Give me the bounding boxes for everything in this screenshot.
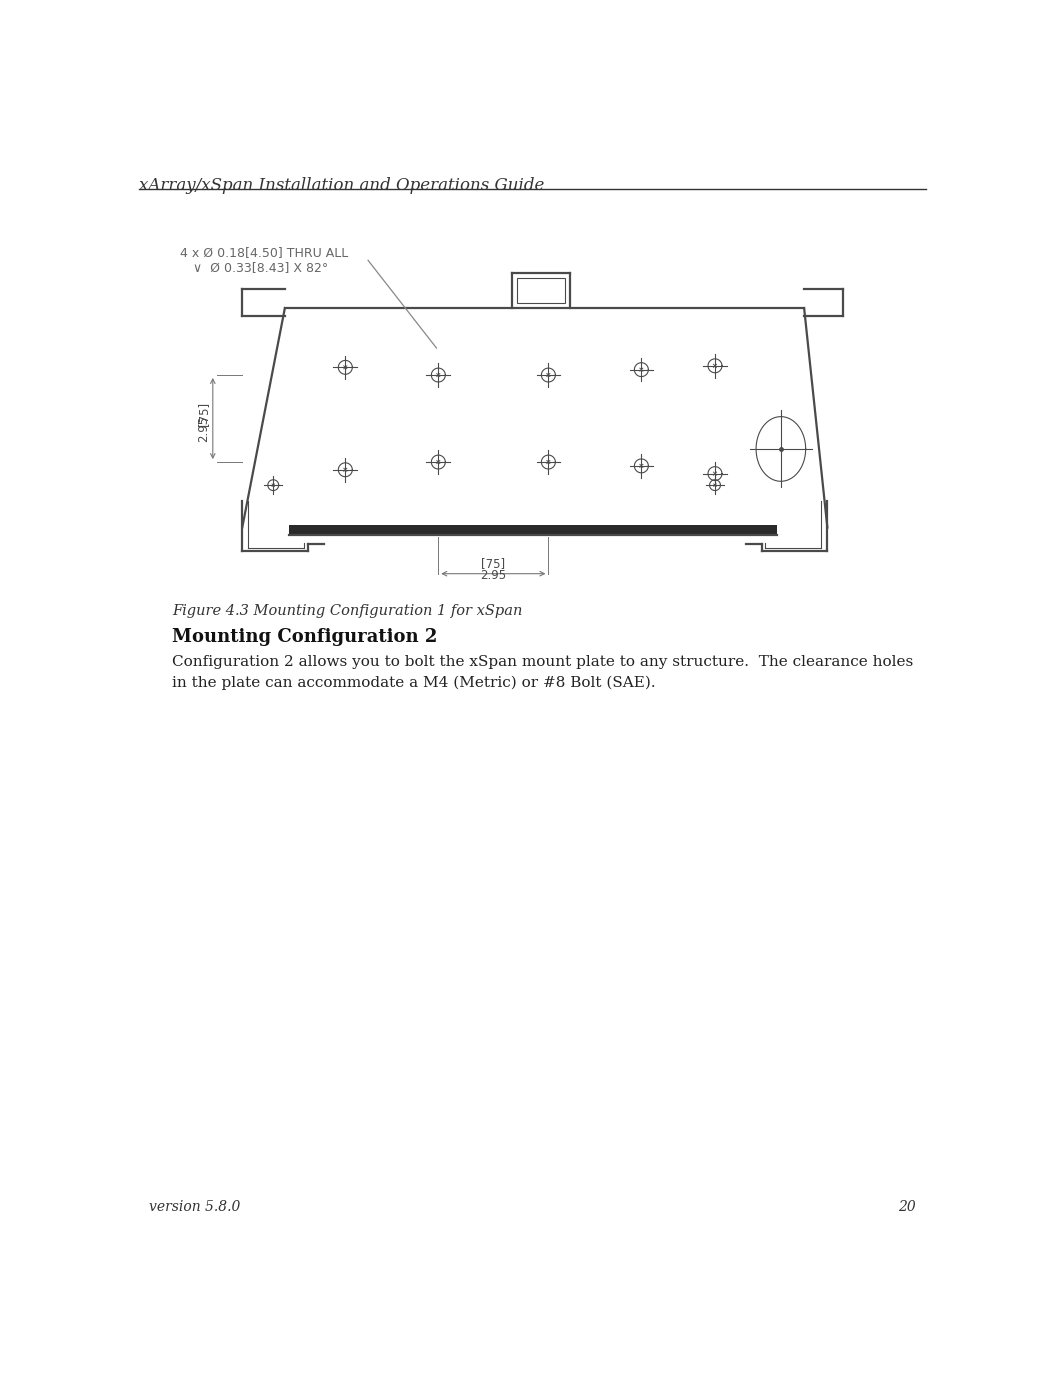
Text: ∨  Ø 0.33[8.43] X 82°: ∨ Ø 0.33[8.43] X 82° [192,261,328,275]
Text: 4 x Ø 0.18[4.50] THRU ALL: 4 x Ø 0.18[4.50] THRU ALL [180,247,348,259]
Text: version 5.8.0: version 5.8.0 [150,1201,241,1214]
Text: 20: 20 [898,1201,915,1214]
Bar [289,526,777,535]
Text: Figure 4.3 Mounting Configuration 1 for xSpan: Figure 4.3 Mounting Configuration 1 for … [172,604,523,618]
Text: Mounting Configuration 2: Mounting Configuration 2 [172,628,437,646]
Bar [516,277,565,304]
Text: Configuration 2 allows you to bolt the xSpan mount plate to any structure.  The : Configuration 2 allows you to bolt the x… [172,656,913,669]
Text: xArray/xSpan Installation and Operations Guide: xArray/xSpan Installation and Operations… [139,177,544,195]
Text: in the plate can accommodate a M4 (Metric) or #8 Bolt (SAE).: in the plate can accommodate a M4 (Metri… [172,675,656,690]
Text: [75]: [75] [197,402,210,426]
Text: 2.95: 2.95 [197,417,210,443]
Text: 2.95: 2.95 [480,569,506,582]
Text: [75]: [75] [481,558,505,570]
